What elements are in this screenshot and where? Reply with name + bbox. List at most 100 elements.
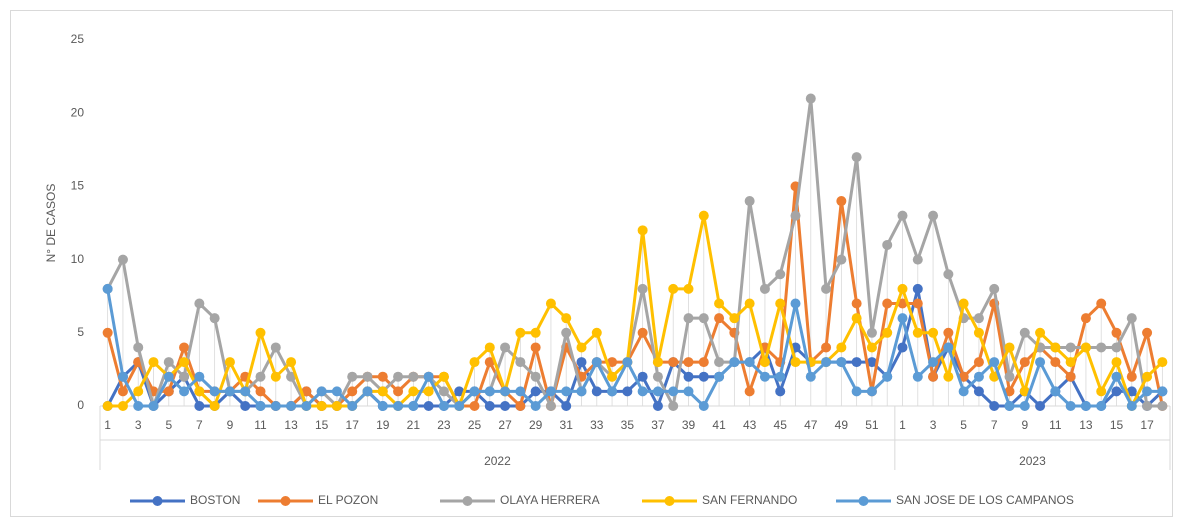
point	[1050, 342, 1061, 353]
point	[194, 371, 205, 382]
point	[1126, 401, 1137, 411]
x-tick-label: 3	[930, 418, 937, 432]
point	[744, 298, 755, 309]
y-tick-label: 5	[77, 325, 84, 339]
point	[1050, 357, 1061, 368]
point	[194, 401, 205, 411]
point	[255, 401, 266, 411]
point	[561, 386, 572, 397]
point	[1065, 371, 1076, 382]
point	[989, 283, 1000, 294]
point	[790, 210, 801, 221]
x-tick-label: 5	[960, 418, 967, 432]
point	[240, 386, 251, 397]
point	[637, 283, 648, 294]
point	[163, 386, 174, 397]
point	[423, 371, 434, 382]
series-line	[107, 214, 1164, 408]
point	[821, 357, 832, 368]
series-line	[106, 288, 1163, 408]
point	[805, 93, 816, 104]
point	[561, 401, 572, 411]
group-label: 2023	[1019, 454, 1046, 468]
point	[515, 401, 526, 411]
y-tick-label: 15	[71, 179, 85, 193]
point	[469, 401, 480, 411]
point	[209, 313, 220, 324]
point	[469, 386, 480, 397]
x-tick-label: 5	[165, 418, 172, 432]
point	[714, 371, 725, 382]
point	[1050, 386, 1061, 397]
point	[179, 371, 190, 382]
point	[102, 401, 113, 411]
point	[102, 327, 113, 338]
point	[1142, 386, 1153, 397]
x-tick-label: 7	[991, 418, 998, 432]
legend-marker	[280, 496, 291, 506]
point	[836, 342, 847, 353]
point	[607, 371, 618, 382]
point	[668, 357, 679, 368]
point	[423, 386, 434, 397]
point	[1111, 342, 1122, 353]
point	[148, 357, 159, 368]
point	[545, 298, 556, 309]
point	[928, 327, 939, 338]
y-tick-label: 0	[77, 398, 84, 412]
point	[622, 386, 633, 397]
point	[714, 313, 725, 324]
point	[393, 401, 404, 411]
point	[698, 313, 709, 324]
x-tick-label: 13	[284, 418, 298, 432]
point	[270, 371, 281, 382]
point	[286, 401, 297, 411]
point	[1096, 342, 1107, 353]
point	[1004, 342, 1015, 353]
point	[133, 386, 144, 397]
point	[652, 371, 663, 382]
x-tick-label: 47	[804, 418, 818, 432]
legend-label: EL POZON	[318, 493, 378, 507]
point	[836, 196, 847, 207]
point	[1126, 313, 1137, 324]
point	[775, 269, 786, 280]
x-tick-label: 31	[560, 418, 574, 432]
point	[714, 298, 725, 309]
point	[194, 386, 205, 397]
x-tick-label: 37	[651, 418, 665, 432]
point	[1080, 401, 1091, 411]
point	[912, 283, 923, 294]
point	[744, 357, 755, 368]
x-tick-label: 11	[1049, 418, 1062, 432]
point	[408, 386, 419, 397]
point	[821, 283, 832, 294]
point	[759, 357, 770, 368]
point	[637, 371, 648, 382]
point	[897, 342, 908, 353]
point	[1065, 342, 1076, 353]
point	[790, 298, 801, 309]
point	[1004, 401, 1015, 411]
point	[591, 357, 602, 368]
point	[438, 386, 449, 397]
point	[255, 386, 266, 397]
point	[652, 357, 663, 368]
point	[637, 327, 648, 338]
point	[484, 401, 495, 411]
point	[270, 342, 281, 353]
x-tick-label: 25	[468, 418, 482, 432]
x-tick-label: 9	[1021, 418, 1028, 432]
point	[668, 283, 679, 294]
x-tick-label: 1	[899, 418, 906, 432]
point	[1096, 386, 1107, 397]
point	[714, 357, 725, 368]
point	[1035, 401, 1046, 411]
point	[958, 386, 969, 397]
point	[530, 371, 541, 382]
point	[882, 371, 893, 382]
point	[1096, 401, 1107, 411]
point	[1019, 386, 1030, 397]
series-line	[106, 97, 1163, 408]
